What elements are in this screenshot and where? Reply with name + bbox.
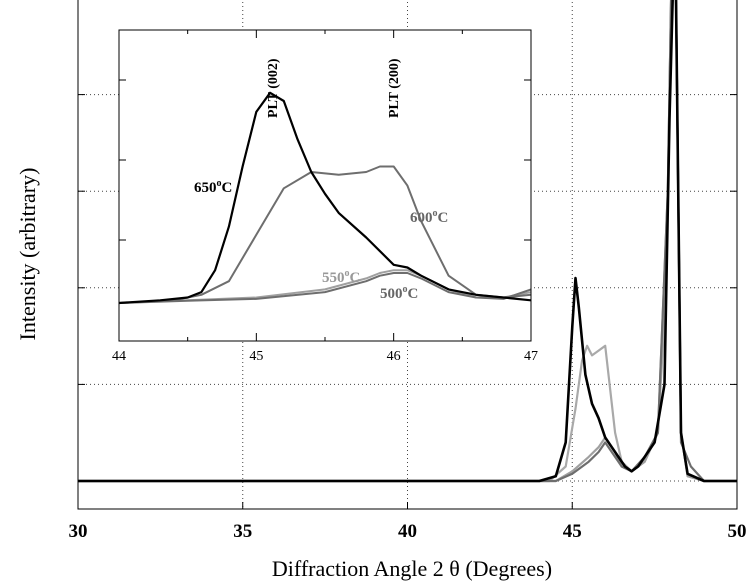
series-label-550: 550oC <box>322 268 360 286</box>
inset-ticks <box>118 30 532 341</box>
inset-series-line-600 <box>119 165 531 304</box>
series-label-650: 650oC <box>194 178 232 196</box>
series-label-500: 500oC <box>380 284 418 302</box>
svg-text:600oC: 600oC <box>410 208 448 226</box>
celsius-unit: C <box>350 270 361 286</box>
main-ticks <box>77 94 738 509</box>
inset-x-tick-label: 46 <box>387 349 401 364</box>
degree-symbol: o <box>217 178 222 189</box>
y-axis-label: Intensity (arbitrary) <box>15 168 40 341</box>
series-label-600: 600oC <box>410 208 448 226</box>
inset-series-group <box>119 91 531 305</box>
celsius-unit: C <box>408 286 419 302</box>
annotation-plt-002: PLT (002) <box>266 58 281 118</box>
x-tick-label: 30 <box>69 521 88 542</box>
degree-symbol: o <box>345 268 350 279</box>
inset-series-line-650 <box>119 91 531 305</box>
x-tick-label: 35 <box>233 521 252 542</box>
x-axis-label: Diffraction Angle 2 θ (Degrees) <box>272 556 552 581</box>
inset-x-tick-label: 44 <box>112 349 126 364</box>
series-label-550-value: 550 <box>322 270 345 286</box>
x-tick-label: 45 <box>563 521 582 542</box>
svg-text:500oC: 500oC <box>380 284 418 302</box>
degree-symbol: o <box>433 208 438 219</box>
inset-x-tick-label: 45 <box>249 349 263 364</box>
series-line-650 <box>78 0 737 483</box>
series-label-600-value: 600 <box>410 210 433 226</box>
degree-symbol: o <box>403 284 408 295</box>
main-series-group <box>78 0 737 483</box>
series-label-650-value: 650 <box>194 180 217 196</box>
x-tick-label: 50 <box>728 521 747 542</box>
svg-text:650oC: 650oC <box>194 178 232 196</box>
series-label-500-value: 500 <box>380 286 403 302</box>
main-x-tick-labels: 30 35 40 45 50 <box>69 521 747 542</box>
inset-x-tick-labels: 44 45 46 47 <box>112 349 538 364</box>
inset-series-line-500 <box>119 272 531 304</box>
x-tick-label: 40 <box>398 521 417 542</box>
annotation-plt-200: PLT (200) <box>387 58 402 118</box>
celsius-unit: C <box>222 180 233 196</box>
celsius-unit: C <box>438 210 449 226</box>
inset-x-tick-label: 47 <box>524 349 538 364</box>
svg-text:550oC: 550oC <box>322 268 360 286</box>
